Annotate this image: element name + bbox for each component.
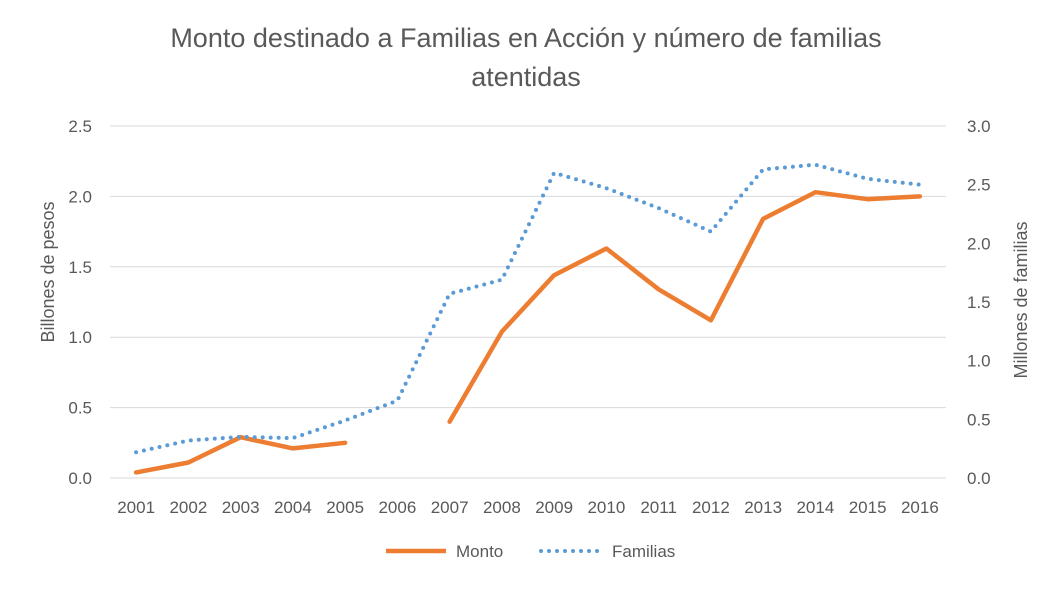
- right-axis-title: Millones de familias: [1011, 221, 1031, 378]
- x-tick-label: 2010: [587, 498, 625, 517]
- right-tick-label: 0.5: [967, 410, 991, 429]
- left-tick-label: 1.5: [68, 258, 92, 277]
- x-axis-ticks: 2001 2002 2003 2004 2005 2006 2007 2008 2009 2010…: [117, 498, 939, 517]
- legend: Monto Familias: [386, 542, 675, 561]
- x-tick-label: 2007: [431, 498, 469, 517]
- right-tick-label: 0.0: [967, 469, 991, 488]
- chart-title-line-1: Monto destinado a Familias en Acción y n…: [170, 23, 881, 53]
- left-tick-label: 1.0: [68, 328, 92, 347]
- series-lines: [133, 162, 923, 475]
- x-tick-label: 2001: [117, 498, 155, 517]
- gridlines: [110, 125, 946, 479]
- x-tick-label: 2009: [535, 498, 573, 517]
- x-tick-label: 2008: [483, 498, 521, 517]
- left-tick-label: 2.5: [68, 117, 92, 136]
- x-tick-label: 2015: [849, 498, 887, 517]
- series-line-monto: [447, 189, 923, 424]
- right-tick-label: 3.0: [967, 117, 991, 136]
- x-tick-label: 2014: [796, 498, 834, 517]
- chart-title-line-2: atentidas: [471, 62, 581, 92]
- x-tick-label: 2013: [744, 498, 782, 517]
- right-tick-label: 2.5: [967, 176, 991, 195]
- right-tick-label: 1.0: [967, 352, 991, 371]
- left-tick-label: 0.5: [68, 399, 92, 418]
- series-line-monto: [133, 434, 348, 475]
- x-tick-label: 2006: [378, 498, 416, 517]
- right-axis-ticks: 0.0 0.5 1.0 1.5 2.0 2.5 3.0: [967, 117, 991, 488]
- x-tick-label: 2002: [169, 498, 207, 517]
- x-tick-label: 2016: [901, 498, 939, 517]
- x-tick-label: 2003: [222, 498, 260, 517]
- x-tick-label: 2012: [692, 498, 730, 517]
- right-tick-label: 2.0: [967, 234, 991, 253]
- series-line-familias: [134, 162, 922, 455]
- x-tick-label: 2005: [326, 498, 364, 517]
- left-tick-label: 2.0: [68, 187, 92, 206]
- x-tick-label: 2004: [274, 498, 312, 517]
- left-axis-title: Billones de pesos: [38, 201, 58, 342]
- right-tick-label: 1.5: [967, 293, 991, 312]
- left-axis-ticks: 0.0 0.5 1.0 1.5 2.0 2.5: [68, 117, 92, 488]
- left-tick-label: 0.0: [68, 469, 92, 488]
- legend-label-familias: Familias: [612, 542, 675, 561]
- legend-label-monto: Monto: [456, 542, 503, 561]
- x-tick-label: 2011: [640, 498, 677, 517]
